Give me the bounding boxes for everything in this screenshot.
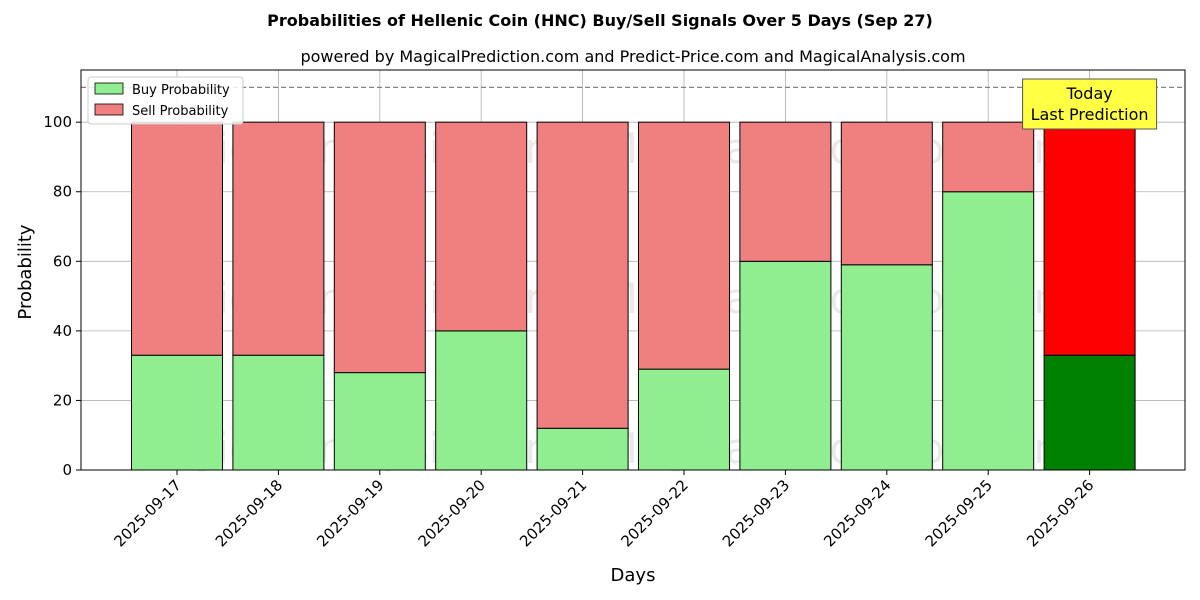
bar-buy-2025-09-20: [435, 330, 528, 471]
y-tick-label: 80: [53, 183, 72, 201]
x-tick-label: 2025-09-24: [820, 476, 894, 550]
bar-sell-2025-09-17: [131, 121, 223, 356]
bar-sell-2025-09-23: [739, 121, 832, 262]
y-tick-label: 0: [62, 461, 72, 479]
x-tick-label: 2025-09-20: [415, 476, 489, 550]
y-axis-ticks: 0 20 40 60 80 100: [43, 113, 81, 479]
x-tick-label: 2025-09-17: [110, 476, 184, 550]
x-axis-label: Days: [611, 565, 656, 586]
bar-buy-2025-09-19: [333, 372, 426, 471]
bar-sell-2025-09-19: [333, 121, 426, 374]
annotation-line-last-prediction: Last Prediction: [1031, 105, 1149, 124]
bar-buy-2025-09-18: [232, 354, 325, 471]
bar-buy-2025-09-26: [1043, 354, 1136, 471]
bar-buy-2025-09-25: [942, 191, 1035, 471]
bar-sell-2025-09-20: [435, 121, 528, 332]
legend-swatch-sell: [94, 103, 124, 116]
y-tick-label: 20: [53, 391, 72, 409]
bar-sell-2025-09-25: [942, 121, 1035, 193]
bar-buy-2025-09-21: [536, 427, 629, 471]
bar-buy-2025-09-24: [840, 264, 933, 471]
bar-sell-2025-09-24: [840, 121, 933, 266]
legend: Buy Probability Sell Probability: [87, 76, 244, 125]
x-tick-label: 2025-09-22: [617, 476, 691, 550]
y-tick-label: 100: [43, 113, 72, 131]
x-tick-label: 2025-09-23: [719, 476, 793, 550]
x-tick-label: 2025-09-21: [516, 476, 590, 550]
legend-swatch-buy: [94, 82, 124, 95]
x-tick-label: 2025-09-26: [1023, 476, 1097, 550]
plot-frame: [80, 69, 1186, 471]
x-tick-label: 2025-09-18: [212, 476, 286, 550]
x-tick-label: 2025-09-25: [922, 476, 996, 550]
y-tick-label: 40: [53, 322, 72, 340]
today-annotation: Today Last Prediction: [1022, 78, 1158, 130]
bar-sell-2025-09-21: [536, 121, 629, 429]
legend-frame: [87, 76, 244, 125]
x-tick-label: 2025-09-19: [313, 476, 387, 550]
annotation-box: [1022, 78, 1158, 130]
annotation-line-today: Today: [1065, 84, 1112, 103]
bar-sell-2025-09-18: [232, 121, 325, 356]
bar-buy-2025-09-17: [131, 354, 223, 471]
chart-subtitle: powered by MagicalPrediction.com and Pre…: [300, 47, 965, 66]
legend-label-buy: Buy Probability: [132, 83, 230, 98]
x-axis-ticks: 2025-09-17 2025-09-18 2025-09-19 2025-09-20…: [110, 470, 1097, 550]
bars: [131, 121, 1136, 471]
chart-title: Probabilities of Hellenic Coin (HNC) Buy…: [267, 11, 933, 30]
y-axis-label: Probability: [15, 224, 36, 319]
legend-label-sell: Sell Probability: [132, 104, 229, 119]
bar-sell-2025-09-26: [1043, 121, 1136, 356]
bar-sell-2025-09-22: [638, 121, 730, 370]
bar-buy-2025-09-22: [638, 368, 730, 471]
y-tick-label: 60: [53, 252, 72, 270]
bar-buy-2025-09-23: [739, 260, 832, 471]
